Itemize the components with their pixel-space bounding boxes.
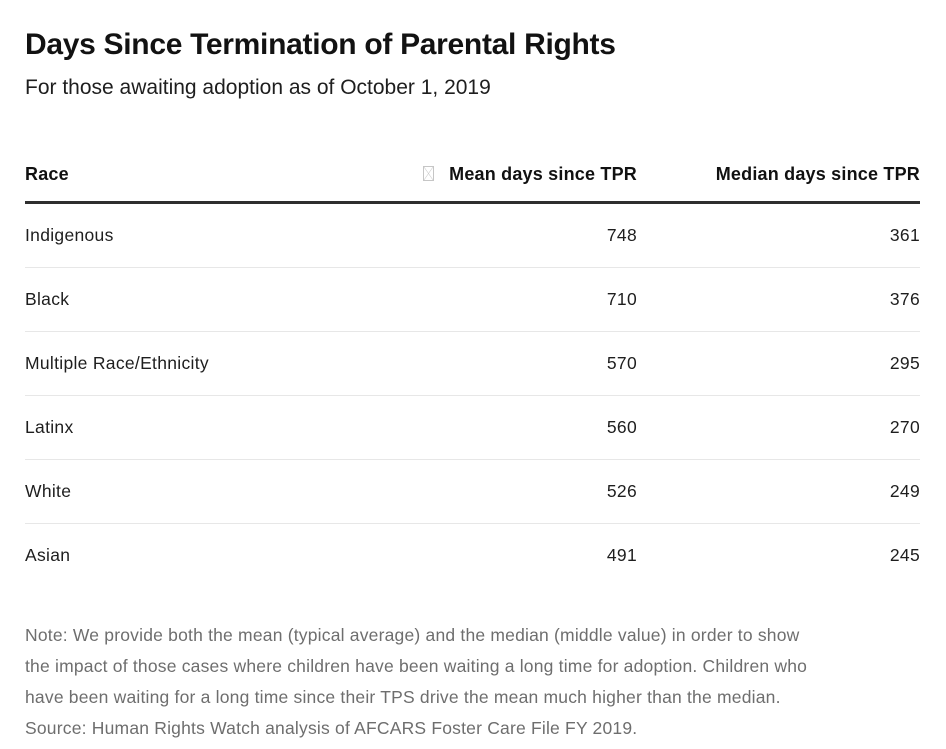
mean-cell: 491 bbox=[606, 545, 637, 565]
mean-cell: 570 bbox=[606, 353, 637, 373]
mean-cell: 748 bbox=[606, 225, 637, 245]
race-cell: White bbox=[25, 481, 72, 501]
table-row: Black 710 376 bbox=[25, 268, 920, 332]
median-cell: 361 bbox=[889, 225, 920, 245]
table-row: Asian 491 245 bbox=[25, 524, 920, 587]
race-cell: Indigenous bbox=[25, 225, 114, 245]
median-cell: 249 bbox=[889, 481, 920, 501]
page-title: Days Since Termination of Parental Right… bbox=[25, 28, 616, 61]
median-cell: 376 bbox=[889, 289, 920, 309]
median-cell: 245 bbox=[889, 545, 920, 565]
note-line-1: Note: We provide both the mean (typical … bbox=[25, 625, 800, 645]
mean-cell: 710 bbox=[606, 289, 637, 309]
table-row: Multiple Race/Ethnicity 570 295 bbox=[25, 332, 920, 396]
col-header-mean-label: Mean days since TPR bbox=[449, 163, 637, 184]
col-header-mean: Mean days since TPR bbox=[387, 164, 637, 185]
note-block: Note: We provide both the mean (typical … bbox=[25, 620, 920, 744]
race-cell: Multiple Race/Ethnicity bbox=[25, 353, 209, 373]
median-cell: 295 bbox=[889, 353, 920, 373]
mean-cell: 526 bbox=[606, 481, 637, 501]
page-subtitle: For those awaiting adoption as of Octobe… bbox=[25, 76, 491, 99]
col-header-median: Median days since TPR bbox=[715, 163, 920, 184]
note-line-3: have been waiting for a long time since … bbox=[25, 687, 781, 707]
race-cell: Black bbox=[25, 289, 70, 309]
race-cell: Latinx bbox=[25, 417, 74, 437]
mean-cell: 560 bbox=[606, 417, 637, 437]
table-header-row: Race Mean days since TPR Median days sin… bbox=[25, 151, 920, 204]
table-row: Indigenous 748 361 bbox=[25, 204, 920, 268]
data-table: Race Mean days since TPR Median days sin… bbox=[25, 151, 920, 587]
missing-glyph-icon bbox=[423, 165, 435, 181]
table-row: White 526 249 bbox=[25, 460, 920, 524]
source-text: Source: Human Rights Watch analysis of A… bbox=[25, 718, 638, 738]
median-cell: 270 bbox=[889, 417, 920, 437]
col-header-race: Race bbox=[25, 163, 69, 184]
table-body: Indigenous 748 361 Black 710 376 Multiple Race… bbox=[25, 204, 920, 587]
note-line-2: the impact of those cases where children… bbox=[25, 656, 808, 676]
race-cell: Asian bbox=[25, 545, 71, 565]
table-row: Latinx 560 270 bbox=[25, 396, 920, 460]
